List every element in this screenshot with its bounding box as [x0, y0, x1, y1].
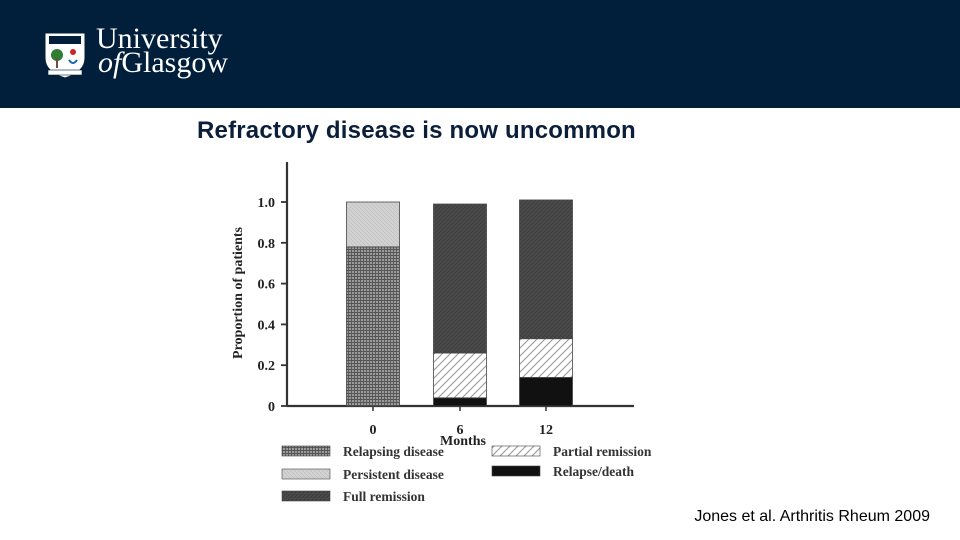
bar-segment [433, 397, 487, 407]
x-tick-label: 6 [457, 423, 464, 438]
y-tick-label: 0 [268, 400, 275, 415]
wordmark-glasgow: Glasgow [121, 46, 228, 79]
legend-label: Persistent disease [343, 467, 444, 482]
legend-swatch [281, 468, 331, 480]
y-tick-label: 0.8 [258, 237, 276, 252]
chart-legend: Relapsing disease Partial remission Persis… [281, 444, 652, 504]
bar-segment [433, 203, 487, 354]
stacked-bar-chart: Proportion of patients Months 0 0.2 0.4 0.6… [231, 162, 652, 504]
bar-segment [433, 352, 487, 399]
legend-swatch [281, 490, 331, 502]
legend-swatch [281, 445, 331, 457]
legend-label: Full remission [343, 489, 425, 504]
y-tick-label: 0.2 [258, 359, 276, 374]
bar-segment [519, 338, 573, 378]
legend-label: Relapse/death [553, 464, 634, 479]
legend-label: Partial remission [553, 444, 652, 459]
x-tick-label: 0 [370, 423, 377, 438]
legend-label: Relapsing disease [343, 444, 444, 459]
y-tick-label: 1.0 [258, 196, 276, 211]
legend-swatch [491, 465, 541, 477]
x-axis-label: Months [440, 434, 486, 449]
legend-swatch [491, 445, 541, 457]
plot-area: 0 0.2 0.4 0.6 0.8 1.0 0 6 12 [258, 162, 634, 438]
slide-title: Refractory disease is now uncommon [197, 117, 636, 144]
x-tick-label: 12 [539, 423, 553, 438]
y-axis-label: Proportion of patients [231, 226, 246, 359]
wordmark-line-2: ofGlasgow [96, 48, 228, 78]
bar-segment [519, 199, 573, 340]
university-wordmark[interactable]: University ofGlasgow [96, 22, 228, 78]
y-tick-label: 0.6 [258, 278, 276, 293]
bar-segment [346, 201, 400, 248]
header-bar: University ofGlasgow [0, 0, 960, 108]
citation: Jones et al. Arthritis Rheum 2009 [694, 508, 930, 525]
y-tick-label: 0.4 [258, 318, 276, 333]
wordmark-of: of [98, 46, 122, 79]
bar-segment [519, 377, 573, 407]
wordmark-line-1: University [96, 22, 223, 55]
university-crest-icon [44, 32, 86, 79]
bar-segment [346, 246, 400, 407]
